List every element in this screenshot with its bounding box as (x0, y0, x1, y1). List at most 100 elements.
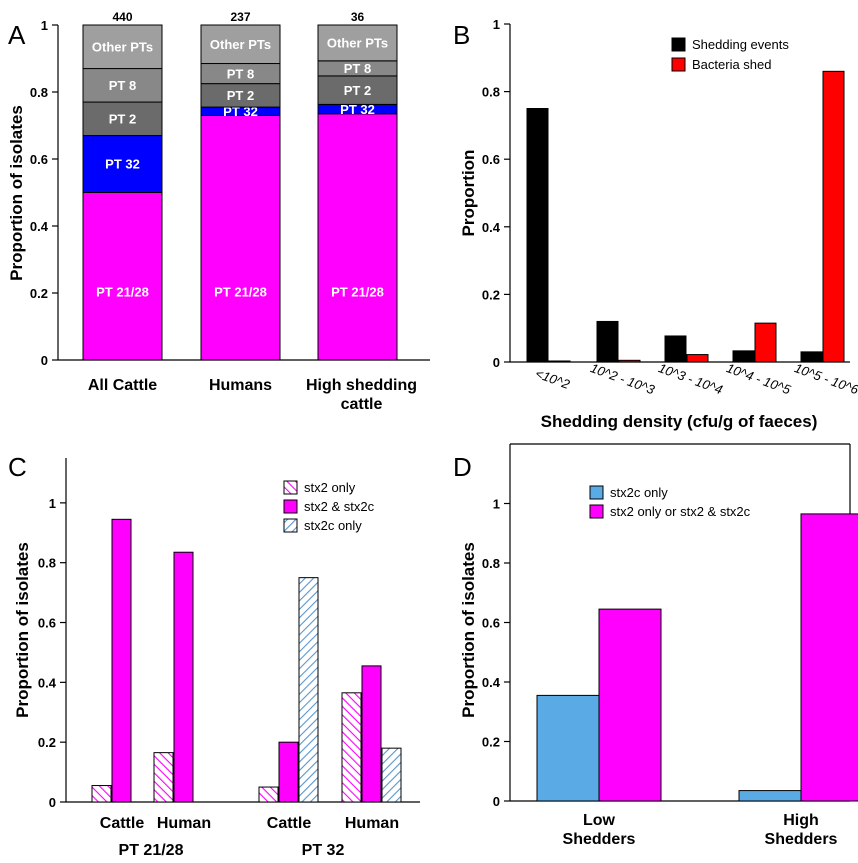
panel-b-ylabel: Proportion (459, 150, 478, 237)
panel-d-category-label: Shedders (563, 831, 636, 848)
panel-d-bar (738, 790, 802, 802)
panel-a-bar-segment (82, 24, 163, 70)
panel-b-bar (732, 350, 755, 363)
panel-b-bar (618, 359, 641, 363)
panel-c-legend-swatch (283, 480, 298, 495)
panel-a-category-label: All Cattle (88, 377, 157, 394)
panel-d-ytick-label: 0.6 (482, 616, 500, 631)
panel-a-segment-label: Other PTs (327, 36, 388, 51)
panel-d-ytick-label: 0.2 (482, 735, 500, 750)
panel-c-category-label: Human (345, 815, 399, 832)
panel-letter-d: D (453, 452, 472, 482)
panel-a: Proportion of isolates 0 0.2 0.4 0.6 0.8 1 PT … (7, 10, 430, 413)
panel-a-segment-label: Other PTs (92, 39, 153, 54)
panel-d-ylabel: Proportion of isolates (459, 542, 478, 718)
panel-a-bar-segment (317, 113, 398, 361)
panel-d-ytick-label: 0 (493, 794, 500, 809)
panel-a-bar-segment (82, 68, 163, 103)
panel-c-legend-label: stx2 & stx2c (304, 499, 375, 514)
panel-a-category-label: Humans (209, 377, 272, 394)
panel-c-ylabel: Proportion of isolates (13, 542, 32, 718)
panel-b-xlabel: Shedding density (cfu/g of faeces) (541, 412, 818, 431)
panel-a-total-label: 440 (112, 10, 132, 24)
panel-c: Proportion of isolates 0 0.2 0.4 0.6 0.8 1 Cat… (13, 458, 420, 859)
panel-c-ytick-label: 0.4 (38, 675, 57, 690)
panel-c-group-label: PT 21/28 (119, 842, 184, 859)
panel-a-total-label: 237 (230, 10, 250, 24)
panel-a-bar-segment (200, 24, 281, 65)
panel-a-segment-label: PT 21/28 (331, 284, 384, 299)
panel-letter-a: A (8, 20, 26, 50)
panel-c-bar (173, 551, 194, 803)
panel-c-bar (298, 577, 319, 803)
panel-c-ytick-label: 1 (49, 496, 56, 511)
panel-b-bar (800, 351, 823, 363)
panel-d-ytick-label: 0.4 (482, 675, 501, 690)
panel-b-ytick-label: 0.6 (482, 152, 500, 167)
panel-c-category-label: Cattle (267, 815, 312, 832)
panel-c-bar (361, 665, 382, 803)
panel-b-category-label: 10^2 - 10^3 (588, 360, 657, 397)
panel-a-segment-label: PT 2 (344, 83, 371, 98)
panel-a-ytick-label: 0.8 (30, 85, 48, 100)
panel-b-bar (548, 360, 571, 363)
panel-c-bar (381, 747, 402, 803)
panel-b: Proportion Shedding density (cfu/g of fa… (459, 17, 858, 431)
panel-letters: A B C D (8, 20, 472, 482)
panel-a-segment-label: PT 8 (344, 61, 371, 76)
panel-c-bar (91, 785, 112, 803)
panel-d-category-label: Low (583, 812, 616, 829)
panel-a-bar-segment (82, 135, 163, 194)
panel-c-category-label: Cattle (100, 815, 145, 832)
panel-a-segment-label: PT 32 (223, 104, 258, 119)
panel-c-ytick-label: 0 (49, 795, 56, 810)
panel-d-bar (598, 608, 662, 802)
panel-b-bar (822, 70, 845, 363)
panel-a-ylabel: Proportion of isolates (7, 105, 26, 281)
panel-d-bar (800, 513, 858, 802)
panel-c-legend-label: stx2 only (304, 480, 356, 495)
panel-a-category-label: cattle (341, 396, 383, 413)
panel-a-segment-label: PT 2 (109, 111, 136, 126)
panel-b-bar (526, 108, 549, 363)
panel-b-bar (664, 335, 687, 363)
panel-a-ytick-label: 0 (41, 353, 48, 368)
panel-c-bar (341, 692, 362, 803)
panel-b-bar (754, 322, 777, 363)
panel-b-bar (596, 320, 619, 363)
panel-d: Proportion of isolates 0 0.2 0.4 0.6 0.8 1 Low… (459, 443, 858, 848)
panel-d-category-label: High (783, 812, 819, 829)
panel-c-legend-swatch (283, 518, 298, 533)
panel-a-ytick-label: 0.4 (30, 219, 49, 234)
panel-c-category-label: Human (157, 815, 211, 832)
panel-b-ytick-label: 0.2 (482, 287, 500, 302)
panel-c-legend-swatch (283, 499, 298, 514)
panel-a-segment-label: PT 8 (109, 78, 136, 93)
panel-c-group-label: PT 32 (302, 842, 345, 859)
panel-a-segment-label: PT 8 (227, 66, 254, 81)
panel-a-segment-label: PT 21/28 (96, 284, 149, 299)
panel-a-segment-label: PT 2 (227, 88, 254, 103)
panel-d-legend-label: stx2 only or stx2 & stx2c (610, 504, 751, 519)
panel-d-ytick-label: 1 (493, 497, 500, 512)
panel-b-legend-swatch (671, 37, 686, 52)
panel-d-bar (536, 694, 600, 802)
panel-a-ytick-label: 0.6 (30, 152, 48, 167)
panel-d-legend-swatch (589, 485, 604, 500)
panel-b-ytick-label: 0.8 (482, 85, 500, 100)
panel-c-ytick-label: 0.2 (38, 735, 56, 750)
panel-d-legend-label: stx2c only (610, 485, 668, 500)
panel-b-category-label: 10^4 - 10^5 (724, 360, 793, 397)
panel-c-ytick-label: 0.8 (38, 556, 56, 571)
panel-b-legend-label: Bacteria shed (692, 57, 772, 72)
panel-b-legend-label: Shedding events (692, 37, 789, 52)
panel-a-segment-label: PT 21/28 (214, 284, 267, 299)
panel-b-bar (686, 354, 709, 363)
panel-c-bar (278, 741, 299, 803)
panel-b-ytick-label: 1 (493, 17, 500, 32)
panel-b-category-label: 10^3 - 10^4 (656, 360, 724, 397)
panel-b-category-label: 10^5 - 10^6 (792, 360, 858, 397)
panel-a-bar-segment (317, 24, 398, 62)
panel-a-category-label: High shedding (306, 377, 417, 394)
